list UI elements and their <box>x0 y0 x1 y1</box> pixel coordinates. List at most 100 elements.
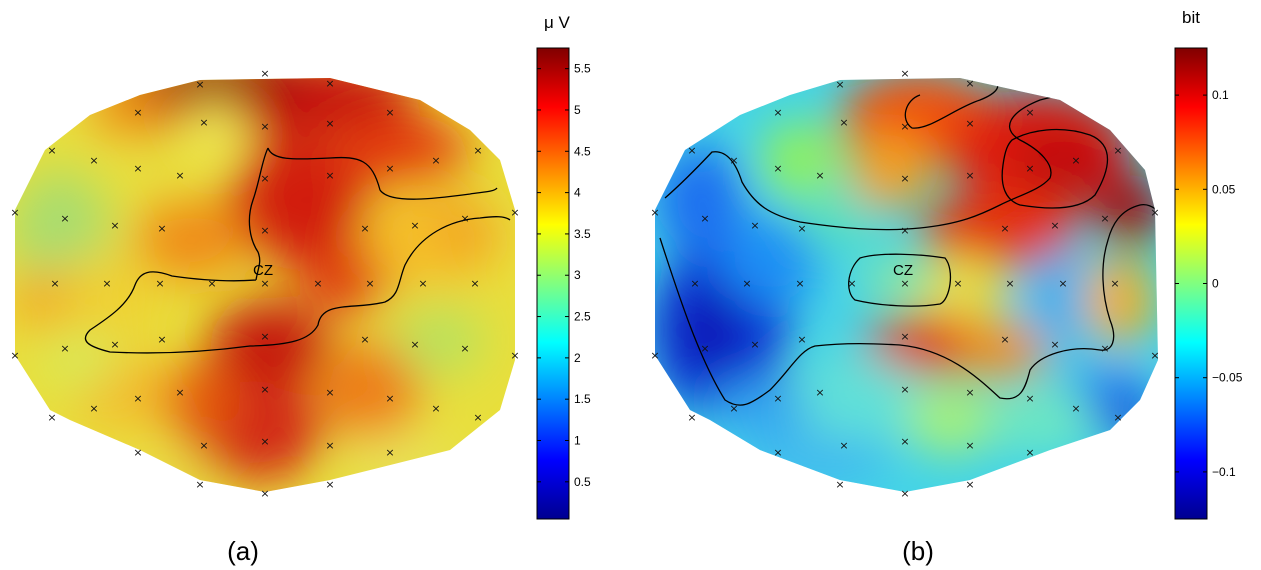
electrode-marker: × <box>965 117 974 130</box>
electrode-marker: × <box>839 116 848 129</box>
electrode-marker: × <box>260 172 269 185</box>
electrode-marker: × <box>133 446 142 459</box>
electrode-marker: × <box>1025 392 1034 405</box>
electrode-marker: × <box>687 411 696 424</box>
electrode-marker: × <box>815 169 824 182</box>
electrode-marker: × <box>1071 154 1080 167</box>
electrode-marker: × <box>313 277 322 290</box>
electrode-marker: × <box>773 162 782 175</box>
electrode-marker: × <box>431 154 440 167</box>
electrode-marker: × <box>473 144 482 157</box>
electrode-marker: × <box>102 277 111 290</box>
electrode-marker: × <box>360 333 369 346</box>
electrode-marker: × <box>47 144 56 157</box>
electrode-markers-b: × × × × × × × × × × × × × × × × × × × × × × × × × × × × × × × × × × × × × × × ×… <box>650 67 1159 500</box>
electrode-marker: × <box>1000 222 1009 235</box>
electrode-marker: × <box>965 439 974 452</box>
electrode-marker: × <box>729 154 738 167</box>
electrode-marker: × <box>325 117 334 130</box>
electrode-marker: × <box>385 446 394 459</box>
colorbar-tick-label: 2.5 <box>574 310 591 324</box>
colorbar-b: −0.1 −0.05 0 0.05 0.1 bit <box>1174 8 1243 520</box>
electrode-marker: × <box>1050 219 1059 232</box>
electrode-marker: × <box>900 277 909 290</box>
electrode-marker: × <box>10 206 19 219</box>
panel-label-a: (a) <box>227 536 259 566</box>
electrode-marker: × <box>1050 338 1059 351</box>
electrode-marker: × <box>133 106 142 119</box>
electrode-marker: × <box>1071 402 1080 415</box>
electrode-marker: × <box>1000 333 1009 346</box>
electrode-marker: × <box>460 212 469 225</box>
electrode-marker: × <box>50 277 59 290</box>
electrode-marker: × <box>260 330 269 343</box>
electrode-marker: × <box>195 478 204 491</box>
electrode-marker: × <box>835 478 844 491</box>
electrode-marker: × <box>195 78 204 91</box>
colorbar-unit-b: bit <box>1182 8 1200 27</box>
colorbar-a: 0.5 1 1.5 2 2.5 3 3.5 4 4.5 5 5.5 μ V <box>536 13 591 520</box>
electrode-marker: × <box>133 392 142 405</box>
electrode-marker: × <box>900 435 909 448</box>
electrode-marker: × <box>325 478 334 491</box>
electrode-markers-a: × × × × × × × × × × × × × × × × × × × × × × × × × × × × × × × × × × × × × × × ×… <box>10 67 519 500</box>
electrode-marker: × <box>700 342 709 355</box>
electrode-marker: × <box>325 169 334 182</box>
colorbar-tick-label: 0.5 <box>574 475 591 489</box>
electrode-marker: × <box>650 206 659 219</box>
electrode-marker: × <box>470 277 479 290</box>
electrode-marker: × <box>199 439 208 452</box>
colorbar-tick-label: −0.1 <box>1212 465 1236 479</box>
electrode-marker: × <box>60 212 69 225</box>
electrode-marker: × <box>847 277 856 290</box>
colorbar-tick-label: 4.5 <box>574 144 591 158</box>
electrode-marker: × <box>773 106 782 119</box>
electrode-marker: × <box>1100 212 1109 225</box>
electrode-marker: × <box>385 106 394 119</box>
electrode-marker: × <box>89 402 98 415</box>
electrode-marker: × <box>795 277 804 290</box>
electrode-marker: × <box>133 162 142 175</box>
electrode-marker: × <box>900 487 909 500</box>
electrode-marker: × <box>900 67 909 80</box>
electrode-marker: × <box>900 330 909 343</box>
colorbar-unit-a: μ V <box>544 13 571 32</box>
electrode-marker: × <box>1113 411 1122 424</box>
electrode-marker: × <box>47 411 56 424</box>
colorbar-tick-label: 0 <box>1212 277 1219 291</box>
electrode-marker: × <box>965 478 974 491</box>
electrode-marker: × <box>1025 162 1034 175</box>
electrode-marker: × <box>835 78 844 91</box>
electrode-marker: × <box>690 277 699 290</box>
electrode-marker: × <box>1005 277 1014 290</box>
colorbar-tick-label: 3 <box>574 268 581 282</box>
electrode-marker: × <box>687 144 696 157</box>
electrode-marker: × <box>431 402 440 415</box>
electrode-marker: × <box>89 154 98 167</box>
electrode-marker: × <box>773 446 782 459</box>
electrode-marker: × <box>750 338 759 351</box>
electrode-marker: × <box>365 277 374 290</box>
electrode-marker: × <box>385 392 394 405</box>
electrode-marker: × <box>900 120 909 133</box>
electrode-marker: × <box>410 338 419 351</box>
electrode-marker: × <box>900 224 909 237</box>
colorbar-tick-label: 0.1 <box>1212 88 1229 102</box>
electrode-marker: × <box>750 219 759 232</box>
colorbar-tick-label: 1.5 <box>574 392 591 406</box>
colorbar-tick-label: 2 <box>574 351 581 365</box>
electrode-marker: × <box>1100 342 1109 355</box>
electrode-marker: × <box>965 386 974 399</box>
colorbar-tick-label: 5.5 <box>574 62 591 76</box>
electrode-marker: × <box>260 224 269 237</box>
electrode-marker: × <box>175 169 184 182</box>
electrode-marker: × <box>155 277 164 290</box>
electrode-marker: × <box>510 206 519 219</box>
electrode-marker: × <box>1025 106 1034 119</box>
electrode-marker: × <box>260 277 269 290</box>
electrode-marker: × <box>325 439 334 452</box>
electrode-marker: × <box>797 222 806 235</box>
electrode-marker: × <box>460 342 469 355</box>
electrode-marker: × <box>839 439 848 452</box>
